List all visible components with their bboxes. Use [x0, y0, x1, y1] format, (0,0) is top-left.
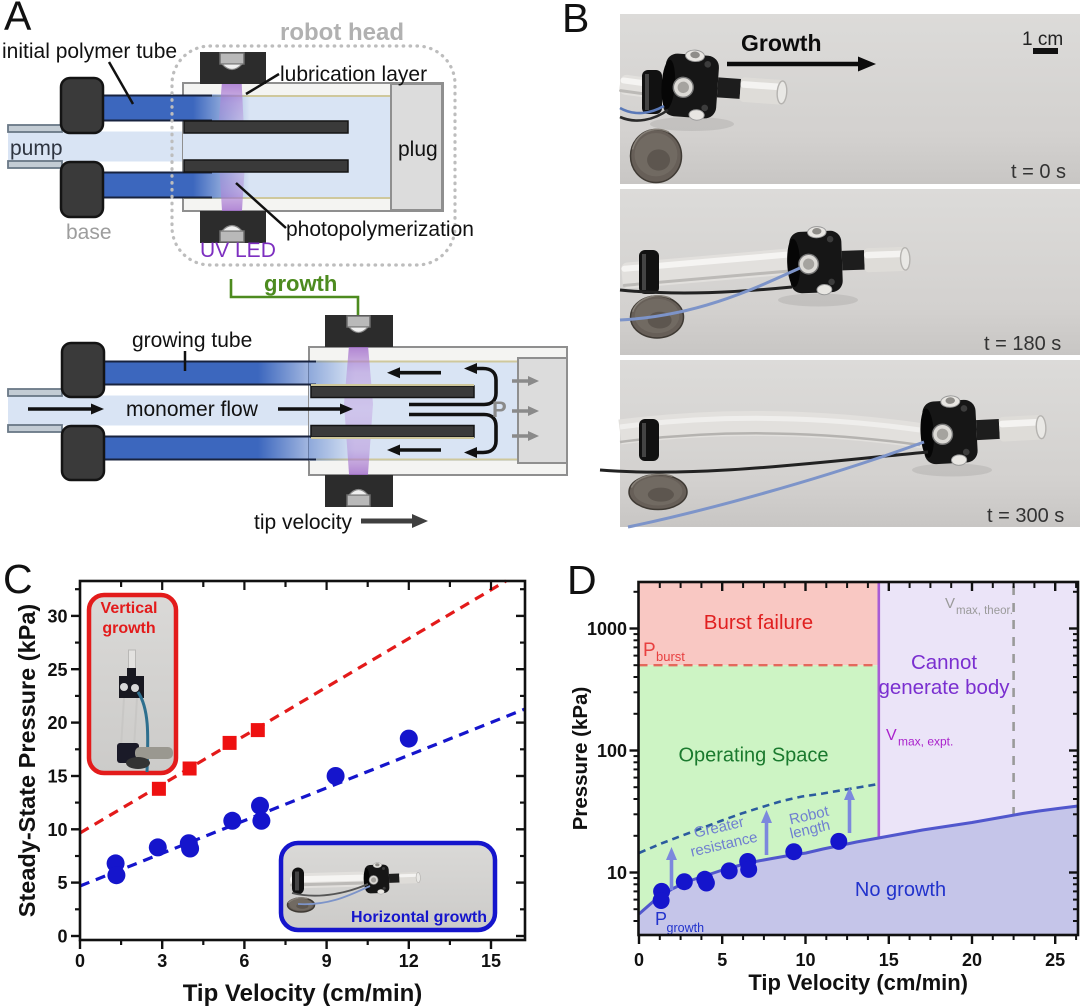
svg-text:growing tube: growing tube — [132, 329, 252, 352]
svg-text:1 cm: 1 cm — [1022, 29, 1063, 50]
svg-text:9: 9 — [322, 951, 332, 971]
svg-text:10: 10 — [795, 950, 815, 970]
svg-text:max, expt.: max, expt. — [898, 735, 953, 749]
svg-text:max, theor.: max, theor. — [956, 605, 1013, 617]
svg-text:V: V — [886, 727, 897, 744]
svg-text:5: 5 — [57, 873, 67, 893]
svg-text:photopolymerization: photopolymerization — [286, 218, 474, 241]
svg-text:tip velocity: tip velocity — [254, 511, 353, 534]
svg-text:Horizontal growth: Horizontal growth — [351, 909, 487, 926]
svg-text:15: 15 — [879, 950, 899, 970]
svg-text:Burst failure: Burst failure — [704, 611, 813, 634]
svg-text:5: 5 — [717, 950, 727, 970]
svg-text:6: 6 — [239, 951, 249, 971]
svg-text:20: 20 — [962, 950, 982, 970]
svg-text:V: V — [945, 595, 955, 612]
svg-text:Tip Velocity (cm/min): Tip Velocity (cm/min) — [183, 980, 423, 1007]
svg-text:growth: growth — [667, 921, 705, 935]
svg-text:C: C — [3, 556, 33, 602]
svg-text:25: 25 — [1045, 950, 1065, 970]
svg-text:t = 0 s: t = 0 s — [1011, 161, 1066, 183]
svg-text:Tip Velocity (cm/min): Tip Velocity (cm/min) — [748, 970, 968, 995]
svg-text:0: 0 — [57, 927, 67, 947]
svg-text:t = 180 s: t = 180 s — [984, 333, 1061, 355]
svg-text:0: 0 — [634, 950, 644, 970]
svg-text:t = 300 s: t = 300 s — [987, 505, 1064, 527]
svg-text:10: 10 — [47, 820, 67, 840]
svg-text:3: 3 — [157, 951, 167, 971]
svg-text:No growth: No growth — [855, 879, 946, 901]
svg-text:Growth: Growth — [741, 30, 822, 56]
svg-text:Vertical: Vertical — [101, 600, 158, 617]
svg-text:growth: growth — [102, 620, 155, 637]
svg-text:12: 12 — [399, 951, 419, 971]
svg-text:UV LED: UV LED — [200, 239, 276, 262]
svg-text:15: 15 — [481, 951, 501, 971]
svg-text:25: 25 — [47, 660, 67, 680]
svg-text:A: A — [4, 0, 32, 39]
svg-text:D: D — [567, 557, 597, 603]
svg-text:base: base — [66, 221, 112, 244]
svg-text:30: 30 — [47, 606, 67, 626]
svg-text:P: P — [655, 909, 667, 929]
svg-text:10: 10 — [607, 863, 627, 883]
svg-text:Steady-State Pressure (kPa): Steady-State Pressure (kPa) — [14, 604, 40, 917]
svg-text:100: 100 — [597, 741, 627, 761]
svg-text:20: 20 — [47, 713, 67, 733]
svg-text:B: B — [562, 0, 589, 41]
svg-text:lubrication layer: lubrication layer — [280, 63, 427, 86]
svg-text:monomer flow: monomer flow — [126, 398, 259, 421]
svg-text:pump: pump — [10, 137, 63, 160]
svg-text:15: 15 — [47, 767, 67, 787]
svg-text:growth: growth — [264, 271, 337, 296]
svg-text:robot head: robot head — [280, 19, 404, 46]
svg-text:1000: 1000 — [587, 619, 627, 639]
svg-text:P: P — [492, 397, 507, 422]
svg-text:0: 0 — [75, 951, 85, 971]
svg-text:Pressure (kPa): Pressure (kPa) — [569, 687, 592, 831]
svg-text:initial polymer tube: initial polymer tube — [2, 40, 177, 63]
svg-text:plug: plug — [398, 138, 438, 161]
svg-text:burst: burst — [656, 649, 685, 664]
svg-text:Cannot: Cannot — [911, 651, 977, 674]
svg-text:Operating Space: Operating Space — [678, 745, 828, 767]
svg-text:generate body: generate body — [878, 676, 1010, 699]
svg-text:P: P — [643, 640, 656, 661]
